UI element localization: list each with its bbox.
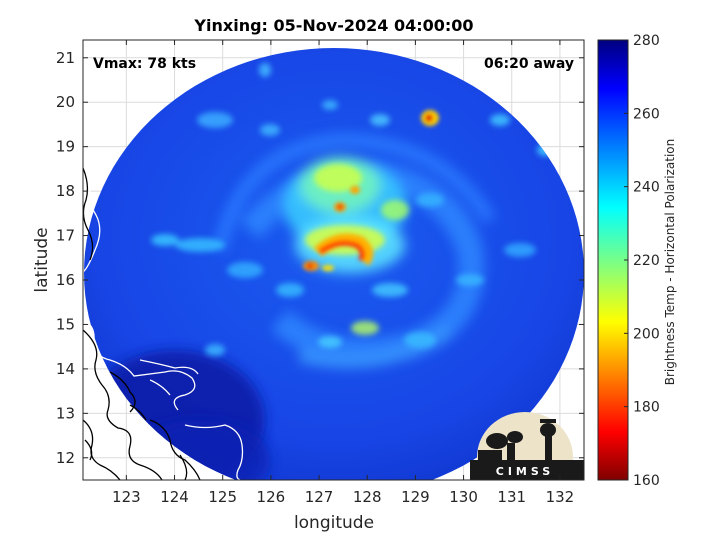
coastlines bbox=[83, 166, 244, 480]
x-tick-label: 126 bbox=[257, 488, 286, 506]
x-tick-label: 127 bbox=[305, 488, 334, 506]
colorbar-tick-label: 180 bbox=[633, 400, 660, 416]
time-away-annotation: 06:20 away bbox=[484, 56, 574, 72]
colorbar bbox=[597, 39, 629, 481]
colorbar-tick-label: 160 bbox=[633, 473, 660, 489]
x-tick-label: 128 bbox=[353, 488, 382, 506]
colorbar-label: Brightness Temp - Horizontal Polarizatio… bbox=[663, 139, 677, 386]
cimss-logo: CIMSS bbox=[470, 412, 584, 480]
y-axis-ticks: 12 13 14 15 16 17 18 19 20 21 bbox=[56, 49, 584, 467]
colorbar-tick-label: 260 bbox=[633, 106, 660, 122]
x-axis-label: longitude bbox=[294, 513, 374, 533]
x-tick-label: 129 bbox=[401, 488, 430, 506]
chart-title: Yinxing: 05-Nov-2024 04:00:00 bbox=[193, 16, 473, 35]
logo-text: CIMSS bbox=[496, 465, 554, 478]
vmax-annotation: Vmax: 78 kts bbox=[93, 56, 196, 72]
colorbar-tick-label: 200 bbox=[633, 326, 660, 342]
colorbar-tick-label: 220 bbox=[633, 253, 660, 269]
x-tick-label: 123 bbox=[112, 488, 141, 506]
y-tick-label: 18 bbox=[56, 182, 75, 200]
y-axis-label: latitude bbox=[32, 227, 52, 292]
y-tick-label: 21 bbox=[56, 49, 75, 67]
y-tick-label: 14 bbox=[56, 360, 75, 378]
colorbar-ticks: 160 180 200 220 240 260 280 bbox=[624, 33, 660, 489]
y-tick-label: 17 bbox=[56, 227, 75, 245]
plot-border bbox=[82, 39, 585, 481]
colorbar-tick-label: 240 bbox=[633, 180, 660, 196]
y-tick-label: 15 bbox=[56, 315, 75, 333]
x-tick-label: 130 bbox=[449, 488, 478, 506]
y-tick-label: 12 bbox=[56, 449, 75, 467]
x-tick-label: 131 bbox=[497, 488, 526, 506]
y-tick-label: 13 bbox=[56, 404, 75, 422]
y-tick-label: 16 bbox=[56, 271, 75, 289]
y-tick-label: 19 bbox=[56, 138, 75, 156]
y-tick-label: 20 bbox=[56, 93, 75, 111]
x-tick-label: 124 bbox=[160, 488, 189, 506]
brightness-temp-swath bbox=[84, 48, 584, 480]
x-tick-label: 132 bbox=[546, 488, 575, 506]
x-axis-ticks: 123 124 125 126 127 128 129 130 131 132 bbox=[112, 40, 574, 506]
x-tick-label: 125 bbox=[208, 488, 237, 506]
colorbar-tick-label: 280 bbox=[633, 33, 660, 49]
